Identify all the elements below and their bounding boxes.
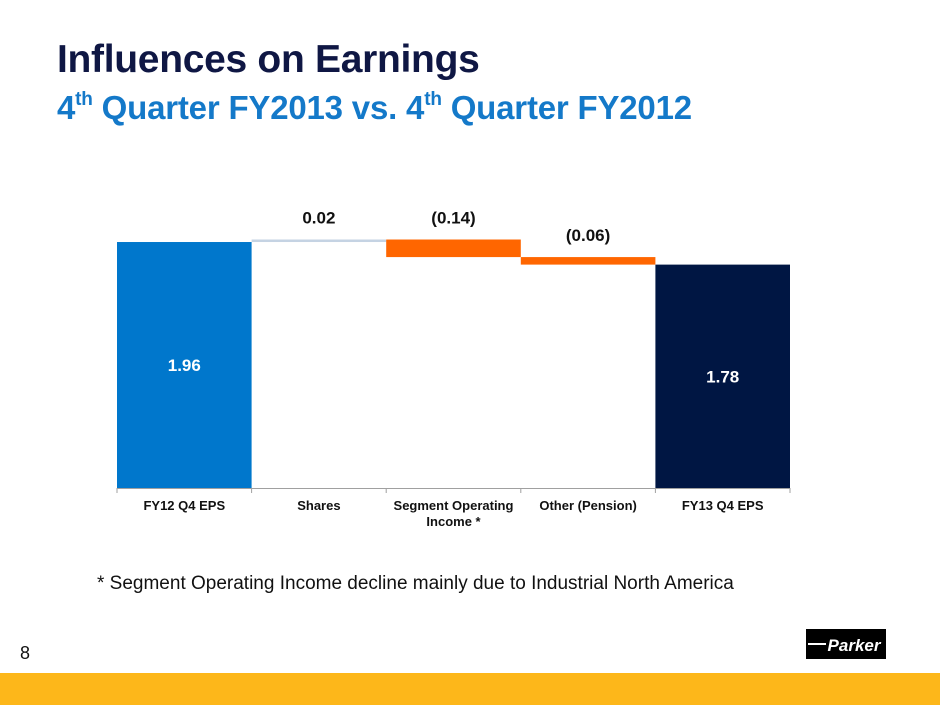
page-number: 8 [20, 643, 31, 663]
logo-text: Parker [828, 636, 882, 655]
footnote: * Segment Operating Income decline mainl… [97, 573, 734, 594]
x-tick-label-line: FY13 Q4 EPS [682, 498, 764, 513]
x-tick-label-line: Other (Pension) [539, 498, 637, 513]
subtitle-part-2: Quarter FY2012 [441, 89, 692, 126]
logo-line [808, 643, 826, 645]
bar-3 [520, 257, 656, 265]
x-tick-label-line: Income * [426, 514, 481, 529]
data-label-3: (0.06) [566, 226, 610, 245]
data-label-0: 1.96 [168, 356, 201, 375]
x-tick-label-2: Segment Operating Income * [394, 498, 514, 529]
waterfall-chart: 1.96 0.02 (0.14) (0.06) 1.78 FY12 Q4 EPS Shar… [116, 209, 791, 529]
slide-subtitle: 4th Quarter FY2013 vs. 4th Quarter FY201… [57, 89, 692, 127]
slide-title: Influences on Earnings [57, 38, 480, 81]
footer-band [0, 673, 940, 705]
parker-logo: Parker [806, 629, 886, 659]
bar-2 [386, 239, 521, 258]
x-tick-label-4: FY13 Q4 EPS [682, 498, 764, 513]
bar-4 [655, 264, 790, 488]
x-tick-label-1: Shares [297, 498, 340, 513]
x-axis: FY12 Q4 EPS Shares Segment Operating Income… [116, 488, 791, 529]
x-tick-label-line: Shares [297, 498, 340, 513]
bar-0 [117, 242, 252, 488]
data-label-4: 1.78 [706, 367, 739, 386]
bar-1 [251, 239, 387, 243]
bars-group [117, 239, 790, 488]
x-tick-label-3: Other (Pension) [539, 498, 637, 513]
data-label-1: 0.02 [302, 209, 335, 228]
value-labels-group: 1.96 0.02 (0.14) (0.06) 1.78 [168, 209, 739, 387]
x-tick-label-0: FY12 Q4 EPS [143, 498, 225, 513]
subtitle-part-1: Quarter FY2013 vs. 4th [92, 89, 442, 126]
data-label-2: (0.14) [431, 209, 475, 228]
x-tick-label-line: FY12 Q4 EPS [143, 498, 225, 513]
subtitle-part-0: 4th [57, 89, 93, 126]
x-tick-label-line: Segment Operating [394, 498, 514, 513]
